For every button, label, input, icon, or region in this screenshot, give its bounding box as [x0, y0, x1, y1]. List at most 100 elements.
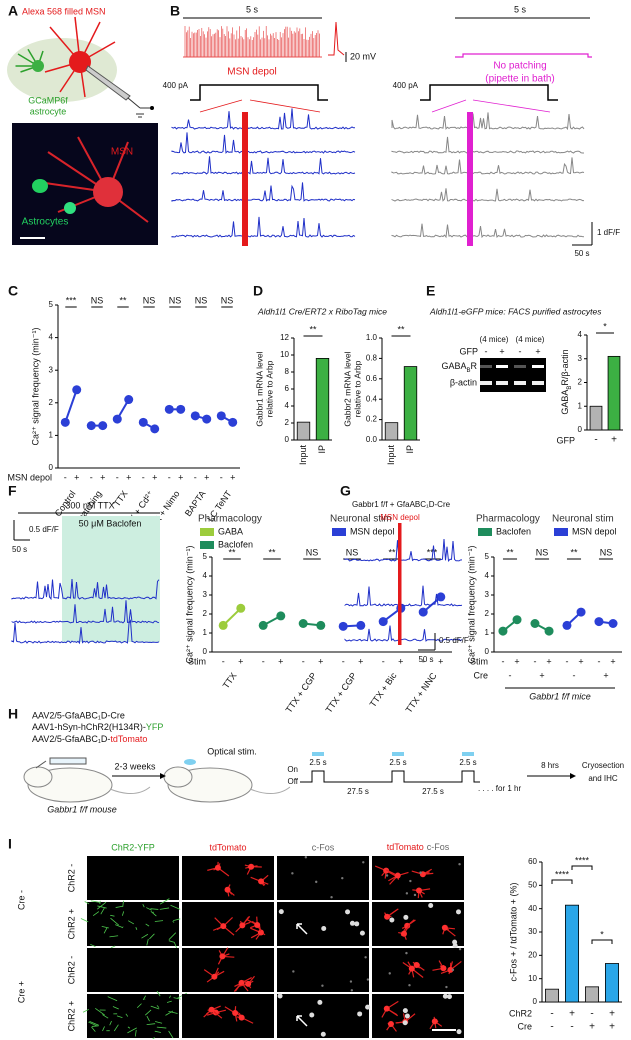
nucleus: [388, 972, 391, 975]
axon: [155, 1021, 163, 1024]
mean-point: [512, 615, 522, 625]
y-tick-label: 0.8: [366, 354, 378, 363]
wire: [127, 97, 141, 109]
nucleus: [309, 1012, 315, 1018]
label: On: [287, 765, 298, 774]
micrograph: [372, 902, 464, 946]
stim-sign: +: [238, 656, 243, 666]
label-part: B: [466, 368, 470, 374]
axon: [84, 901, 90, 905]
mean-point: [124, 395, 134, 405]
label: H: [8, 706, 18, 722]
y-tick-label: 4: [485, 571, 490, 580]
axon: [146, 1023, 156, 1026]
trace: [171, 108, 356, 130]
stim-sign: -: [64, 472, 67, 482]
bar: [296, 421, 311, 441]
label: 5 s: [246, 4, 259, 14]
label: Gabbr1 f/f + GfaABC₁D-Cre: [352, 500, 451, 509]
label: MSN depol: [380, 513, 420, 522]
y-tick-label: 0: [533, 997, 538, 1006]
light-pulse: [392, 752, 404, 756]
nucleus: [350, 989, 354, 992]
y-tick-label: 4: [578, 330, 583, 339]
y-tick-label: 3: [203, 590, 208, 599]
astrocyte: [383, 1005, 390, 1012]
significance: **: [397, 324, 405, 334]
micrograph: [372, 994, 464, 1038]
y-axis-label: Ca²⁺ signal frequency (min⁻¹): [466, 545, 476, 663]
stim-sign: -: [194, 472, 197, 482]
y-tick-label: 5: [485, 552, 490, 561]
label: +: [569, 1009, 575, 1020]
nucleus: [341, 876, 344, 880]
label: Pharmacology: [476, 514, 540, 525]
axon: [89, 1021, 99, 1026]
legend-swatch: [478, 528, 492, 536]
trace: [344, 538, 463, 563]
stim-sign: +: [398, 656, 403, 666]
axon: [102, 1014, 109, 1019]
nucleus: [402, 1020, 408, 1026]
zoom: [472, 99, 551, 113]
label: ChR2 -: [66, 956, 76, 985]
nucleus: [292, 970, 295, 973]
significance: NS: [306, 547, 319, 557]
axon: [156, 990, 161, 997]
label: tdTomato: [209, 842, 246, 852]
label: Off: [287, 777, 298, 786]
gel-band: [514, 381, 526, 385]
y-tick-label: 5: [49, 300, 54, 309]
axon: [146, 1015, 150, 1022]
stim-sign: +: [578, 656, 583, 666]
stim-sign: +: [230, 472, 235, 482]
stim-sign: +: [100, 472, 105, 482]
axon: [127, 920, 135, 925]
label: -: [550, 1022, 553, 1033]
significance: **: [228, 547, 236, 557]
stim-sign: -: [142, 472, 145, 482]
neuron: [93, 177, 123, 207]
nucleus: [345, 909, 351, 915]
axon: [165, 1010, 174, 1016]
astrocyte: [413, 961, 420, 968]
nucleus: [349, 920, 355, 926]
axon: [159, 898, 170, 905]
axon: [152, 1037, 155, 1040]
label: Alexa 568 filled MSN: [22, 6, 106, 16]
label: 27.5 s: [422, 787, 444, 796]
label: C: [8, 283, 18, 299]
label: Cre -: [16, 890, 26, 910]
stim-sign: +: [278, 656, 283, 666]
label: Input: [386, 445, 396, 466]
label: Cryosection: [582, 761, 624, 770]
astrocyte: [257, 929, 264, 936]
axon: [141, 933, 149, 939]
light-pulse: [462, 752, 474, 756]
label: c-Fos + / tdTomato + (%): [508, 882, 518, 981]
legend-swatch: [554, 528, 568, 536]
tissue: [7, 38, 117, 102]
nucleus: [349, 980, 353, 983]
stim-sign: -: [222, 656, 225, 666]
stim-sign: -: [220, 472, 223, 482]
y-tick-label: 30: [528, 927, 537, 936]
y-axis-label: Ca²⁺ signal frequency (min⁻¹): [30, 327, 40, 445]
axon: [146, 907, 152, 911]
axon: [96, 901, 107, 910]
axon: [168, 940, 175, 943]
nucleus: [419, 871, 422, 874]
axon: [170, 904, 181, 910]
axon: [150, 1005, 160, 1010]
nucleus: [389, 917, 395, 923]
axon: [168, 1010, 178, 1014]
mean-point: [338, 621, 348, 631]
mean-point: [218, 620, 228, 630]
significance: NS: [536, 547, 549, 557]
label: Gabbr2 mRNA level: [342, 351, 352, 426]
label-part: YFP: [146, 722, 164, 732]
label: IP: [405, 445, 415, 454]
nucleus: [330, 895, 333, 899]
label: MSN depol: [7, 472, 52, 482]
nucleus: [404, 1013, 410, 1019]
